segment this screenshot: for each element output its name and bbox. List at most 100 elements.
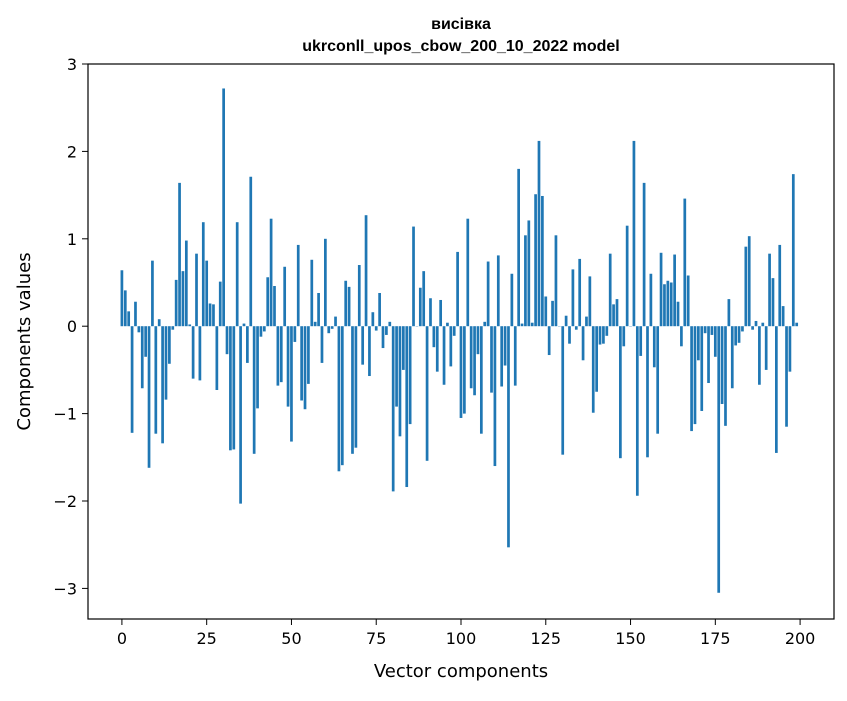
bar [792, 174, 795, 326]
bar [419, 288, 422, 326]
bar [582, 326, 585, 360]
bar [731, 326, 734, 388]
bar [514, 326, 517, 385]
bar [589, 276, 592, 326]
bar [626, 226, 629, 327]
bar [338, 326, 341, 471]
bar [527, 220, 530, 326]
bar [199, 326, 202, 380]
y-tick-label: −3 [53, 579, 77, 598]
bar [246, 326, 249, 363]
bar [504, 326, 507, 365]
bar [551, 301, 554, 326]
bar [578, 259, 581, 326]
bar [789, 326, 792, 371]
bar [307, 326, 310, 384]
bar [334, 317, 337, 327]
bar [341, 326, 344, 465]
bar [351, 326, 354, 454]
bar [616, 299, 619, 326]
bar [633, 141, 636, 326]
bar [212, 304, 215, 326]
bar [138, 326, 141, 332]
x-tick-label: 200 [785, 629, 816, 648]
bar [700, 326, 703, 411]
bar [283, 267, 286, 326]
bar [280, 326, 283, 382]
bar [226, 326, 229, 354]
bar [171, 326, 174, 330]
chart-title: висівка [431, 16, 491, 33]
chart-subtitle: ukrconll_upos_cbow_200_10_2022 model [302, 38, 619, 55]
bar [151, 261, 154, 327]
bar [622, 326, 625, 346]
bar [161, 326, 164, 443]
bar [195, 254, 198, 327]
bar [480, 326, 483, 434]
bar [687, 276, 690, 327]
bar [392, 326, 395, 491]
bar [470, 326, 473, 388]
bar [697, 326, 700, 360]
bar [741, 326, 744, 331]
bar [639, 326, 642, 356]
bar [175, 280, 178, 326]
bar [134, 302, 137, 326]
bar [521, 324, 524, 327]
bar [399, 326, 402, 436]
bar [219, 282, 222, 327]
bar [511, 274, 514, 326]
bar [216, 326, 219, 390]
bar [643, 183, 646, 326]
bar [405, 326, 408, 487]
bar [724, 326, 727, 426]
bar [266, 277, 269, 326]
bar [653, 326, 656, 367]
bar [460, 326, 463, 418]
bar [666, 281, 669, 326]
x-tick-label: 150 [615, 629, 646, 648]
bar [443, 326, 446, 385]
bar [229, 326, 232, 450]
bar [243, 324, 246, 327]
bar [595, 326, 598, 392]
bar [365, 215, 368, 326]
bar [121, 270, 124, 326]
x-tick-label: 100 [446, 629, 477, 648]
bar [561, 326, 564, 454]
bar [721, 326, 724, 404]
bar [388, 322, 391, 326]
bar [348, 287, 351, 326]
bar [541, 196, 544, 326]
bar [761, 323, 764, 327]
bar [131, 326, 134, 433]
bar [124, 290, 127, 326]
bar [249, 177, 252, 326]
bar [782, 306, 785, 326]
bar [314, 322, 317, 326]
bar [785, 326, 788, 427]
bar [483, 322, 486, 326]
bar [694, 326, 697, 424]
bar [355, 326, 358, 447]
bar [612, 304, 615, 326]
bar [378, 293, 381, 326]
bar [287, 326, 290, 406]
bar [575, 326, 578, 330]
bar [165, 326, 168, 399]
y-tick-label: −2 [53, 492, 77, 511]
x-tick-label: 175 [700, 629, 731, 648]
bar [524, 235, 527, 326]
bar [497, 255, 500, 326]
bar [751, 326, 754, 330]
bar [748, 236, 751, 326]
bar [534, 194, 537, 326]
bar [663, 284, 666, 326]
bar [236, 222, 239, 326]
bar [449, 326, 452, 366]
bar [572, 269, 575, 326]
bar [683, 199, 686, 327]
bar [738, 326, 741, 343]
bar [677, 302, 680, 326]
